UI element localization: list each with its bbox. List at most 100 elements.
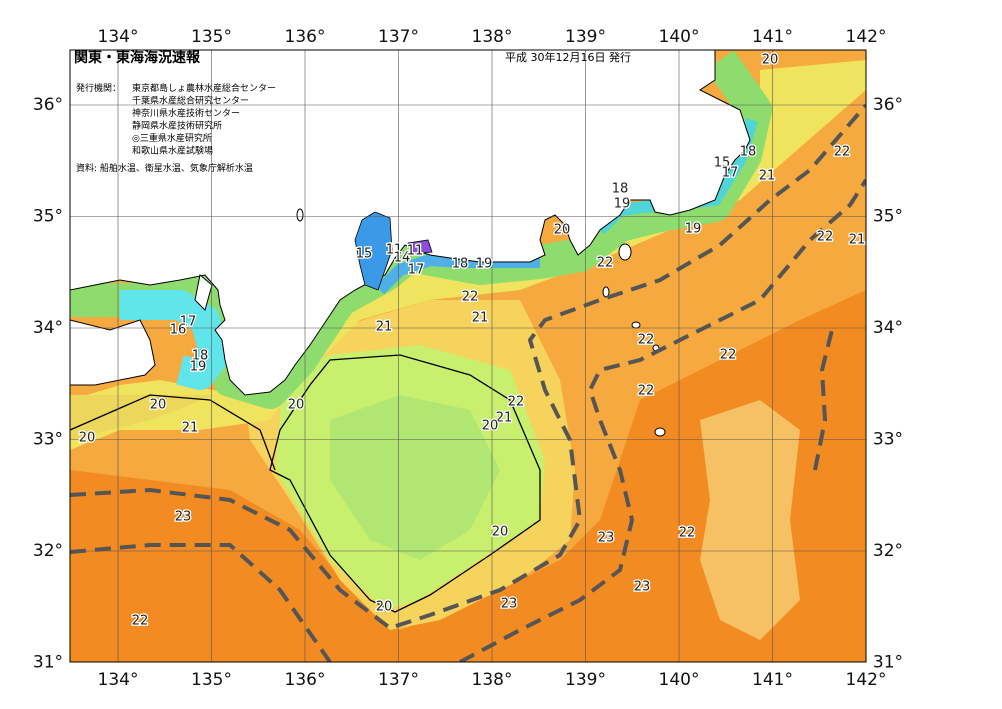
green-core	[330, 395, 500, 560]
lon-label: 141°	[752, 670, 793, 690]
contour-label: 20	[376, 600, 393, 615]
contour-label: 20	[554, 223, 571, 238]
source: 資料: 船舶水温、衛星水温、気象庁解析水温	[76, 162, 253, 174]
honshu	[70, 50, 751, 396]
contour-label: 21	[849, 233, 866, 248]
lat-label: 32°	[873, 541, 903, 561]
lon-label: 142°	[846, 670, 887, 690]
contour-label: 17	[722, 166, 739, 181]
lat-label: 36°	[873, 95, 903, 115]
contour-label: 11	[407, 244, 424, 259]
contour-label: 22	[817, 230, 834, 245]
issuer: 東京都島しょ農林水産総合センター	[132, 82, 276, 94]
contour-label: 15	[714, 156, 731, 171]
inland-sea	[120, 290, 230, 390]
lon-label: 140°	[659, 670, 700, 690]
lat-label: 31°	[33, 653, 63, 673]
contour-lines	[70, 354, 541, 613]
contour-label: 18	[192, 349, 209, 364]
contour-label: 14	[394, 251, 411, 266]
contour-label: 22	[679, 526, 696, 541]
contour-label: 18	[740, 145, 757, 160]
lon-label: 142°	[846, 27, 887, 47]
lon-label: 135°	[191, 670, 232, 690]
contour-label: 23	[634, 580, 651, 595]
lon-label: 137°	[378, 670, 419, 690]
contour-label: 21	[496, 411, 513, 426]
lat-label: 31°	[873, 653, 903, 673]
lon-label: 141°	[752, 27, 793, 47]
axes: 134° 134° 135° 135° 136° 136° 137° 137° 138° 138°…	[33, 27, 903, 690]
contour-label: 21	[376, 320, 393, 335]
lon-label: 137°	[378, 27, 419, 47]
contour-label: 20	[79, 431, 96, 446]
lat-label: 34°	[873, 318, 903, 338]
issuer: 和歌山県水産試験場	[132, 145, 213, 157]
contour-label: 19	[614, 197, 631, 212]
contour-label: 22	[462, 290, 479, 305]
contour-label: 16	[170, 323, 187, 338]
contour-label: 17	[408, 263, 425, 278]
contour-label: 23	[175, 510, 192, 525]
contour-label: 22	[597, 256, 614, 271]
lat-label: 34°	[33, 318, 63, 338]
contour-label: 18	[612, 182, 629, 197]
contour-label: 22	[638, 333, 655, 348]
lat-label: 33°	[873, 430, 903, 450]
contour-label: 19	[190, 360, 207, 375]
title: 関東・東海海況速報	[74, 49, 201, 66]
lat-label: 35°	[873, 207, 903, 227]
issuer: ◎三重県水産研究所	[132, 132, 212, 144]
contour-label: 22	[132, 614, 149, 629]
lon-label: 135°	[191, 27, 232, 47]
contour-label: 20	[288, 398, 305, 413]
contour-label: 20	[150, 398, 167, 413]
mikawa-bay	[407, 239, 433, 255]
contour-label: 22	[834, 145, 851, 160]
lon-label: 134°	[98, 27, 139, 47]
contour-label: 21	[759, 169, 776, 184]
lat-label: 32°	[33, 541, 63, 561]
contour-label: 11	[386, 243, 403, 258]
contour-label: 23	[501, 597, 518, 612]
contour-label: 22	[720, 348, 737, 363]
contour-label: 19	[685, 222, 702, 237]
lon-label: 136°	[285, 27, 326, 47]
issue-date: 平成 30年12月16日 発行	[505, 50, 631, 64]
awaji	[194, 274, 213, 311]
cool-patch	[700, 400, 800, 640]
lon-label: 134°	[98, 670, 139, 690]
west-yellow	[70, 395, 215, 440]
shikoku	[70, 319, 156, 386]
contour-label: 21	[182, 421, 199, 436]
lon-label: 138°	[472, 27, 513, 47]
contour-label: 18	[452, 257, 469, 272]
lat-label: 35°	[33, 207, 63, 227]
contour-label: 22	[638, 384, 655, 399]
issuer: 静岡県水産技術研究所	[132, 120, 222, 132]
contour-label: 17	[180, 315, 197, 330]
contour-label: 20	[492, 525, 509, 540]
issuer: 神奈川県水産技術センター	[132, 107, 240, 119]
lon-label: 139°	[565, 27, 606, 47]
contour-label: 20	[762, 53, 779, 68]
lon-label: 140°	[659, 27, 700, 47]
issuer: 千葉県水産総合研究センター	[132, 95, 249, 107]
warm-water	[70, 290, 866, 662]
lon-label: 139°	[565, 670, 606, 690]
contour-label: 20	[482, 419, 499, 434]
contour-label: 19	[476, 257, 493, 272]
lat-label: 36°	[33, 95, 63, 115]
contour-label: 23	[598, 531, 615, 546]
lon-label: 136°	[285, 670, 326, 690]
grid	[70, 50, 866, 662]
current-lines	[70, 103, 866, 662]
issuer-label: 発行機関：	[76, 82, 121, 94]
contour-label: 15	[356, 247, 373, 262]
lon-label: 138°	[472, 670, 513, 690]
lat-label: 33°	[33, 430, 63, 450]
contour-label: 21	[472, 311, 489, 326]
